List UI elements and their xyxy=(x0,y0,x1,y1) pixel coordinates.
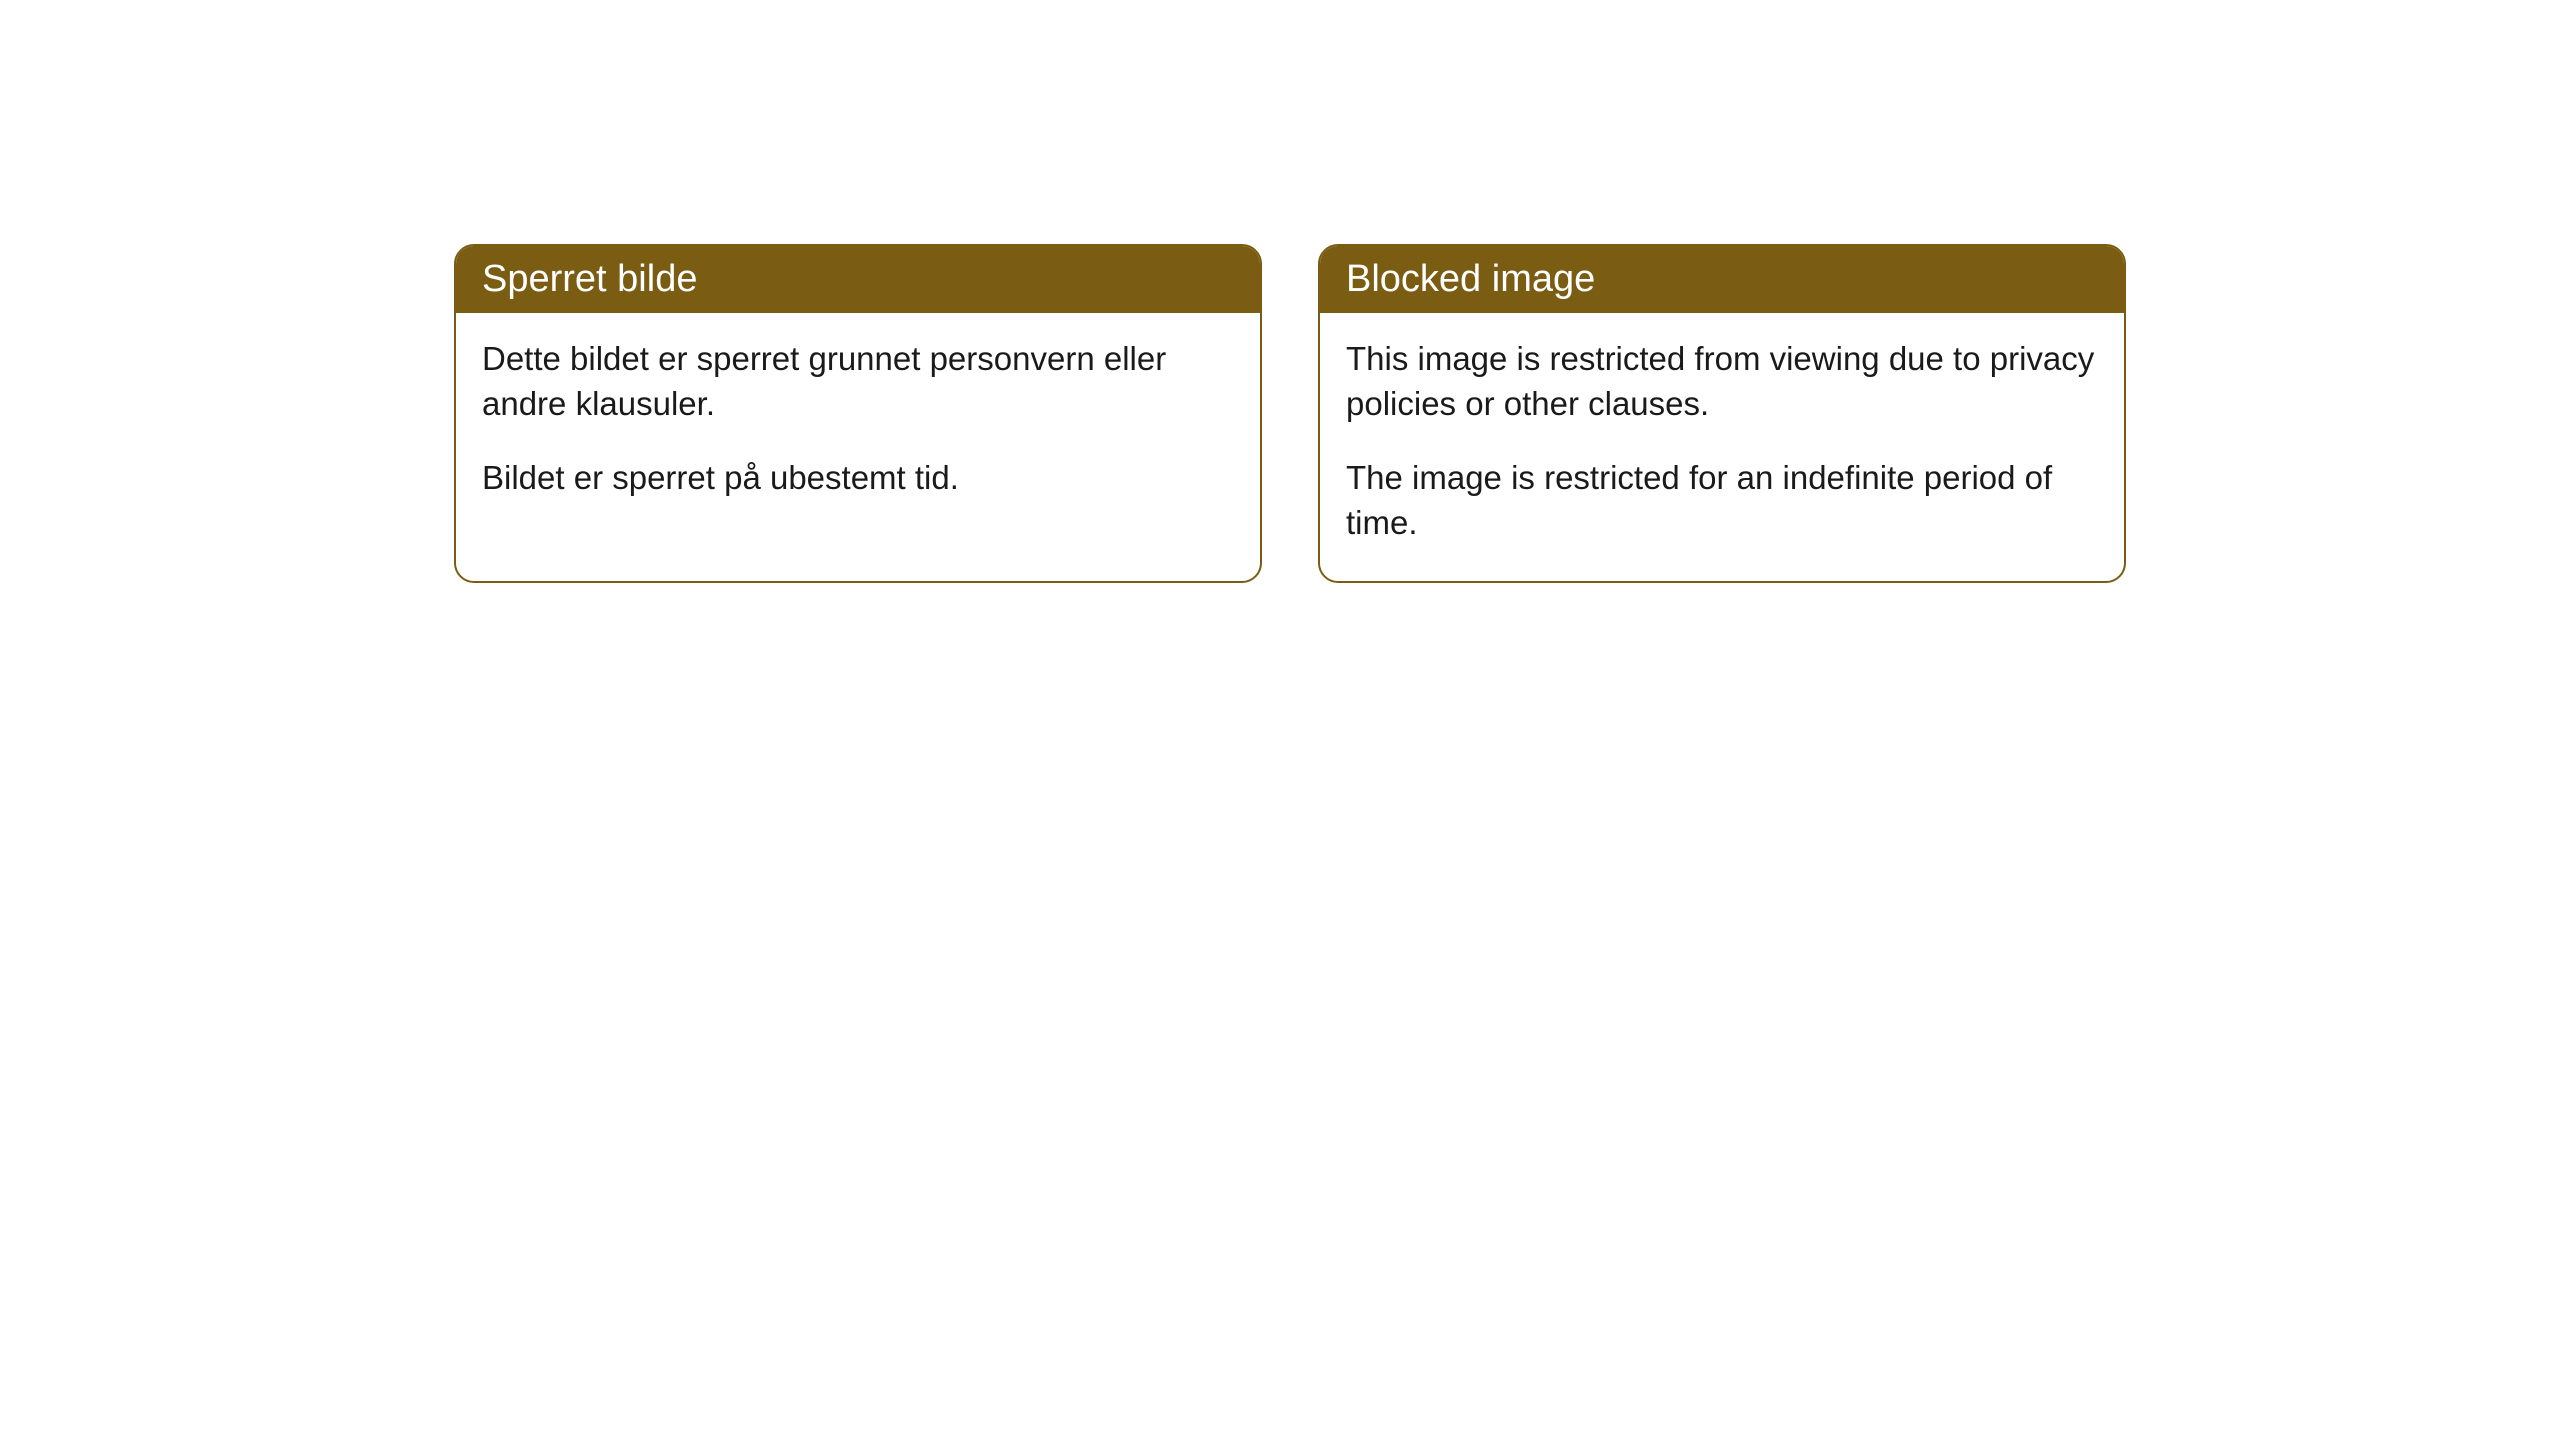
card-paragraph: Dette bildet er sperret grunnet personve… xyxy=(482,337,1234,426)
notice-cards-container: Sperret bilde Dette bildet er sperret gr… xyxy=(0,0,2560,583)
card-header: Sperret bilde xyxy=(456,246,1260,313)
card-body: Dette bildet er sperret grunnet personve… xyxy=(456,313,1260,537)
card-paragraph: This image is restricted from viewing du… xyxy=(1346,337,2098,426)
blocked-image-card-norwegian: Sperret bilde Dette bildet er sperret gr… xyxy=(454,244,1262,583)
blocked-image-card-english: Blocked image This image is restricted f… xyxy=(1318,244,2126,583)
card-paragraph: Bildet er sperret på ubestemt tid. xyxy=(482,456,1234,501)
card-header: Blocked image xyxy=(1320,246,2124,313)
card-paragraph: The image is restricted for an indefinit… xyxy=(1346,456,2098,545)
card-title: Sperret bilde xyxy=(482,258,697,300)
card-body: This image is restricted from viewing du… xyxy=(1320,313,2124,581)
card-title: Blocked image xyxy=(1346,258,1595,300)
